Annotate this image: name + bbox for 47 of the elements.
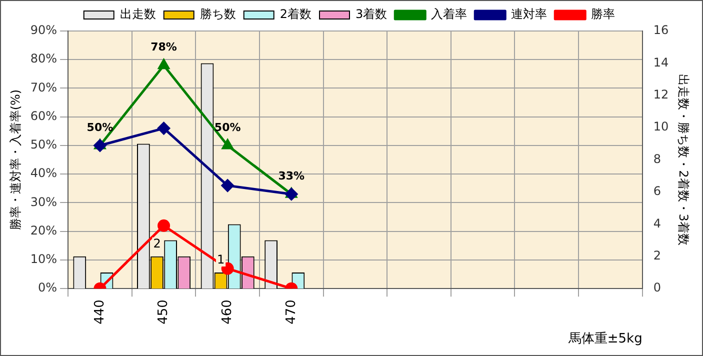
y2-tick-label: 2 [653,248,661,263]
y-tick-label: 50% [30,138,58,152]
y2-tick-label: 8 [653,152,661,166]
y2-tick-label: 6 [653,184,661,198]
y-tick-label: 20% [30,223,58,238]
y2-tick-label: 10 [653,120,669,134]
y-tick-label: 80% [30,52,58,66]
data-label: 2 [153,236,161,251]
y2-tick-label: 0 [653,280,661,295]
point [158,219,170,232]
y-tick-label: 40% [30,166,58,180]
y-tick-label: 0% [38,280,58,295]
y2-axis-title: 出走数・勝ち数・2着数・3着数 [676,74,691,246]
point [221,262,234,275]
point [221,179,234,192]
y-tick-label: 30% [30,194,58,209]
x-tick-label: 470 [284,300,299,324]
y-tick-label: 90% [30,23,58,38]
data-label: 50% [86,120,114,134]
data-label: 50% [214,120,241,134]
y-tick-label: 10% [30,252,58,266]
legend-label: 出走数 [120,7,156,22]
legend-label: 勝ち数 [200,7,236,22]
point [285,188,298,200]
legend-label: 3着数 [356,7,388,22]
data-label: 1 [216,252,225,267]
x-axis-title: 馬体重±5kg [567,332,642,347]
x-tick-label: 460 [220,300,235,324]
data-label: 78% [150,40,177,54]
point [158,122,170,135]
y2-tick-label: 12 [653,88,669,102]
y2-tick-label: 16 [653,23,669,38]
y-axis-title: 勝率・連対率・入着率(%) [8,89,22,230]
legend-label: 入着率 [431,7,468,22]
data-label: 33% [278,170,305,182]
y2-tick-label: 14 [653,55,669,70]
point [94,139,106,152]
x-tick-label: 440 [92,300,108,324]
point [158,59,170,70]
legend-label: 勝率 [591,7,616,22]
x-tick-label: 450 [156,300,172,324]
y2-tick-label: 4 [653,216,661,230]
y-tick-label: 60% [30,108,58,123]
point [222,139,234,150]
y-tick-label: 70% [30,80,58,94]
legend-label: 連対率 [511,7,548,22]
legend-label: 2着数 [280,7,312,22]
